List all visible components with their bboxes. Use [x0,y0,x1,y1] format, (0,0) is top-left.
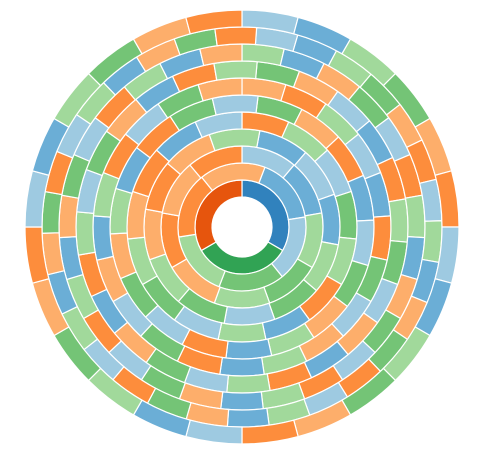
sunburst-segment-ring-9-29 [214,26,258,47]
sunburst-segment-ring-9-22 [41,190,63,234]
sunburst-segment-ring-6-10 [219,356,265,377]
sunburst-segment-ring-8-6 [404,194,426,239]
sunburst-segment-ring-6-5 [369,215,392,261]
sunburst-rings [24,9,460,445]
sunburst-segment-ring-7-11 [226,373,271,394]
sunburst-segment-ring-9-7 [421,220,443,264]
sunburst-segment-ring-7-5 [388,198,409,243]
sunburst-segment-ring-7-17 [75,211,96,256]
sunburst-segment-ring-4-7 [217,322,267,343]
sunburst-segment-ring-7-23 [213,60,258,81]
sunburst-segment-ring-8-20 [58,194,80,239]
sunburst-segment-ring-5-8 [225,338,273,360]
sunburst-segment-ring-8-13 [220,391,264,411]
sunburst-segment-ring-6-15 [92,215,115,261]
sunburst-segment-ring-5-17 [211,94,259,116]
sunburst-segment-ring-9-14 [226,407,270,428]
sunburst-segment-ring-10-23 [185,9,243,35]
